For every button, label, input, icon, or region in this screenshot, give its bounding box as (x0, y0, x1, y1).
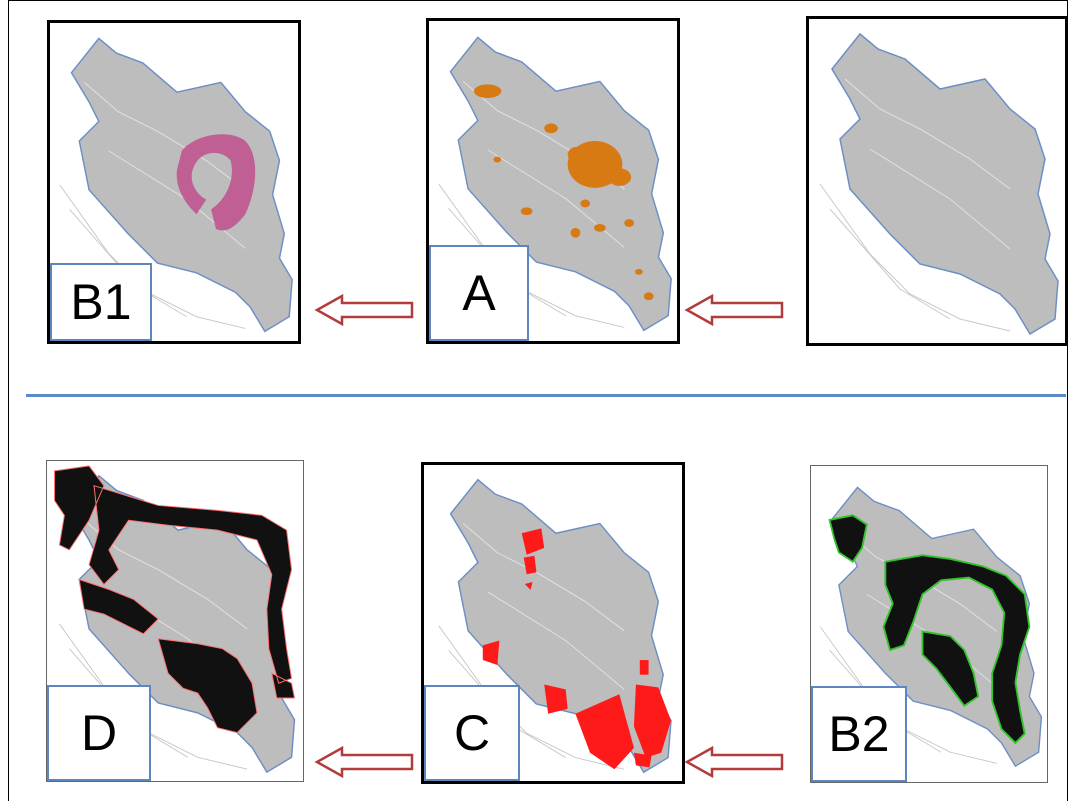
map-b1 (59, 37, 293, 333)
map-panel-b1: B1 (47, 20, 301, 344)
arrow-left-2 (684, 294, 784, 326)
map-panel-c: C (421, 462, 685, 784)
red-polygons (482, 528, 672, 770)
arrow-left-1 (314, 294, 414, 326)
black-green-band (828, 514, 1031, 745)
row-divider (26, 394, 1066, 397)
map-b2 (819, 486, 1043, 767)
map-panel-d: D (46, 460, 304, 782)
panel-label-b2: B2 (811, 686, 907, 782)
arrow-left-3 (314, 746, 414, 778)
map-a (438, 36, 672, 332)
map-panel-a: A (426, 18, 680, 344)
panel-label-c: C (424, 685, 520, 781)
panel-label-d: D (47, 685, 151, 781)
figure-frame (8, 0, 1068, 801)
map-panel-base (806, 16, 1068, 346)
orange-patches (473, 84, 654, 301)
magenta-zone (176, 134, 256, 231)
map-c (438, 478, 672, 773)
panel-label-a: A (429, 245, 529, 341)
black-band (54, 465, 296, 734)
map-base (819, 33, 1059, 335)
map-panel-b2: B2 (810, 465, 1048, 783)
panel-label-b1: B1 (50, 263, 152, 341)
arrow-left-4 (684, 746, 784, 778)
map-d (54, 465, 296, 773)
